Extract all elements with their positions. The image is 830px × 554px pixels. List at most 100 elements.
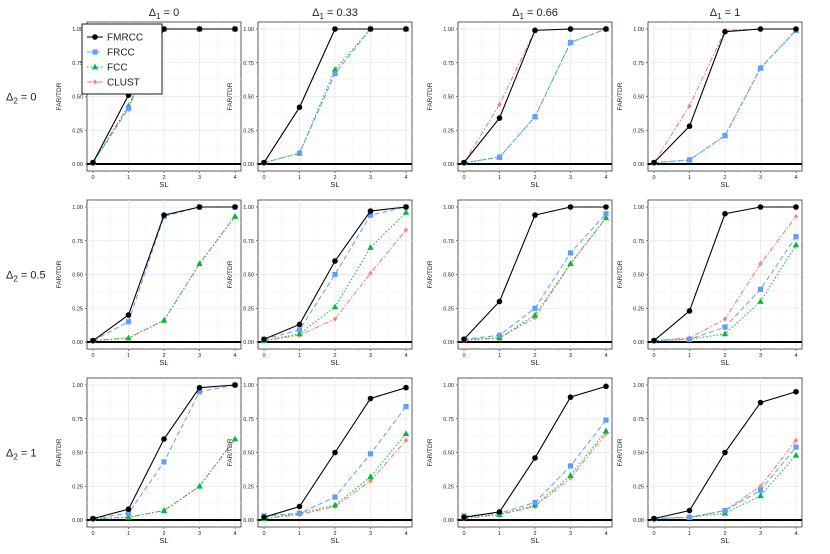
x-tick-label: 0 [262,175,265,181]
panel: 0.00 0.25 0.50 0.75 1.00 0 1 2 3 4 SL FAR/TDR [617,377,803,545]
y-tick-label: 0.00 [633,340,644,346]
y-tick-label: 0.50 [633,95,644,101]
data-point [461,336,467,343]
y-axis-label: FAR/TDR [617,82,624,110]
y-axis-label: FAR/TDR [56,82,63,110]
y-tick-label: 0.75 [72,417,83,423]
data-point [332,26,338,32]
y-tick-label: 0.75 [443,61,454,67]
x-tick-label: 3 [569,531,572,537]
panel: 0.00 0.25 0.50 0.75 1.00 0 1 2 3 4 SL FAR/TDR [227,21,413,189]
y-tick-label: 0.75 [633,61,644,67]
x-tick-label: 0 [262,353,265,359]
x-tick-label: 1 [688,531,691,537]
x-axis-label: SL [330,536,339,545]
panel: 0.00 0.25 0.50 0.75 1.00 0 1 2 3 4 SL FAR/TDR [617,21,803,189]
data-point [567,463,574,469]
x-tick-label: 1 [498,175,501,181]
data-point [332,494,338,500]
data-point [603,26,609,32]
data-point [92,49,98,55]
panel: 0.00 0.25 0.50 0.75 1.00 0 1 2 3 4 SL FAR/TDR [427,199,613,367]
y-tick-label: 1.00 [243,383,254,389]
x-tick-label: 3 [369,175,372,181]
data-point [367,451,374,457]
data-point [92,34,98,40]
data-point [368,478,373,484]
data-point [461,159,467,166]
x-tick-label: 0 [462,353,465,359]
x-tick-label: 0 [652,175,655,181]
x-tick-label: 0 [91,175,94,181]
data-point [532,499,538,506]
data-point [757,65,764,71]
data-point [296,321,303,328]
series-fmrcc [651,388,799,522]
column-title: Δ1 = 0.33 [312,7,358,21]
data-point [757,26,764,32]
series-fmrcc [90,382,238,522]
y-tick-label: 0.75 [633,239,644,245]
data-point [231,435,239,442]
data-point [792,241,800,248]
panel: 0.00 0.25 0.50 0.75 1.00 0 1 2 3 4 SL FAR/TDR [427,21,613,189]
x-tick-label: 1 [127,531,130,537]
data-point [332,258,338,264]
x-tick-label: 3 [198,175,201,181]
data-point [90,159,96,166]
y-tick-label: 0.25 [243,484,254,490]
y-tick-label: 0.75 [443,239,454,245]
row-title: Δ2 = 0 [6,92,36,106]
data-point [91,63,99,70]
data-point [296,510,303,516]
data-point [92,79,98,85]
y-tick-label: 0.00 [443,518,454,524]
data-point [567,39,574,46]
x-tick-label: 0 [91,353,94,359]
y-tick-label: 0.75 [443,417,454,423]
x-axis-label: SL [720,536,729,545]
x-tick-label: 2 [162,175,165,181]
y-tick-label: 0.25 [633,484,644,490]
data-point [261,514,267,521]
series-fmrcc [90,26,238,166]
data-point [532,27,538,34]
x-tick-label: 1 [298,353,301,359]
y-tick-label: 0.75 [633,417,644,423]
data-point [196,482,203,489]
panel: 0.00 0.25 0.50 0.75 1.00 0 1 2 3 4 SL FAR/TDR [227,199,413,367]
x-tick-label: 4 [404,531,407,537]
y-tick-label: 0.50 [243,95,254,101]
y-axis-label: FAR/TDR [427,82,434,110]
data-point [757,286,764,292]
y-tick-label: 0.25 [72,484,83,490]
data-point [296,503,303,510]
y-tick-label: 0.25 [633,128,644,134]
data-point [532,212,538,218]
x-tick-label: 4 [233,353,236,359]
y-tick-label: 1.00 [72,383,83,389]
data-point [160,317,168,323]
y-tick-label: 0.25 [443,484,454,490]
y-axis-label: FAR/TDR [427,260,434,288]
x-axis-label: SL [159,536,168,545]
y-tick-label: 0.25 [443,128,454,134]
x-tick-label: 2 [333,353,336,359]
x-tick-label: 3 [569,175,572,181]
x-tick-label: 4 [233,531,236,537]
y-tick-label: 1.00 [72,205,83,211]
series-line [92,438,236,520]
series-line [653,440,797,520]
data-point [296,150,303,156]
y-tick-label: 0.50 [243,273,254,279]
data-point [567,394,574,400]
data-point [403,26,409,32]
data-point [532,114,538,120]
series-line [463,433,607,520]
y-axis-label: FAR/TDR [617,260,624,288]
y-tick-label: 0.00 [243,162,254,168]
data-point [532,455,538,461]
y-axis-label: FAR/TDR [56,260,63,288]
x-axis-label: SL [159,358,168,367]
data-point [532,305,538,311]
